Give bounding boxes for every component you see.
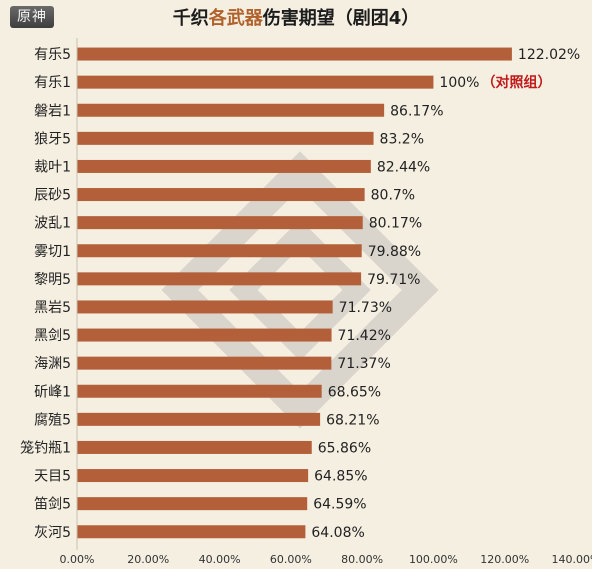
bar [77,440,312,454]
category-label: 灰河5 [34,525,71,541]
category-label: 黎明5 [34,272,71,288]
value-label: 79.88% [368,244,421,260]
value-label: 64.08% [311,525,364,541]
bar [77,356,332,370]
value-label: 64.59% [313,497,366,513]
category-label: 黑剑5 [34,328,71,344]
bar [77,469,309,483]
plot-area: 有乐5 122.02% 有乐1 100% （对照组） 磐岩1 86.17% 狼牙5 83.2% 裁… [20,38,592,566]
x-tick-label: 80.00% [341,553,383,566]
value-label: 80.7% [371,188,415,204]
bar [77,384,322,398]
category-label: 斫峰1 [34,384,71,400]
value-label: 65.86% [318,440,371,456]
category-label: 裁叶1 [34,159,71,175]
category-label: 腐殖5 [34,411,71,428]
value-label: 71.73% [339,300,392,316]
value-label: 80.17% [369,216,422,232]
value-label: 71.42% [338,328,391,344]
category-label: 有乐5 [34,47,71,63]
title-part-1: 千织 [172,8,209,29]
value-label: 100% [439,75,479,91]
value-label: 83.2% [380,131,424,147]
watermark [161,151,439,429]
category-label: 辰砂5 [34,188,71,204]
bar [77,188,365,202]
category-label: 狼牙5 [34,131,71,147]
category-label: 笼钓瓶1 [20,439,71,456]
value-label: 122.02% [518,47,580,63]
value-label: 86.17% [390,103,443,119]
bar [77,272,362,286]
value-label: 82.44% [377,159,430,175]
x-tick-label: 100.00% [409,553,458,566]
value-label: 79.71% [367,272,420,288]
title-part-3: 伤害期望（剧团4） [262,8,420,29]
bar [77,103,385,117]
x-tick-label: 0.00% [60,553,95,566]
title-part-2-highlight: 各武器 [208,8,263,29]
category-label: 海渊5 [34,356,71,372]
annotation-label: （对照组） [481,74,551,91]
bar [77,497,308,511]
chart-title: 千织各武器伤害期望（剧团4） [0,4,592,30]
value-label: 71.37% [337,356,390,372]
value-label: 64.85% [314,469,367,485]
x-tick-label: 40.00% [199,553,241,566]
x-tick-label: 20.00% [127,553,169,566]
x-tick-label: 120.00% [480,553,529,566]
category-label: 有乐1 [34,75,71,91]
category-label: 波乱1 [34,216,71,232]
bar [77,159,371,173]
genshin-logo: 原神 [10,6,54,28]
value-label: 68.65% [328,384,381,400]
x-tick-label: 140.00% [552,553,592,566]
bar [77,244,362,258]
category-label: 笛剑5 [34,497,71,513]
category-label: 天目5 [34,469,71,485]
category-label: 黑岩5 [34,300,71,316]
category-label: 磐岩1 [34,103,71,119]
value-label: 68.21% [326,412,379,428]
bar [77,412,321,426]
bar [77,216,363,230]
bar [77,328,332,342]
bar [77,131,374,145]
bar [77,300,333,314]
bar [77,75,434,89]
bar [77,525,306,539]
category-label: 雾切1 [34,244,71,260]
x-tick-label: 60.00% [270,553,312,566]
bar [77,47,512,61]
